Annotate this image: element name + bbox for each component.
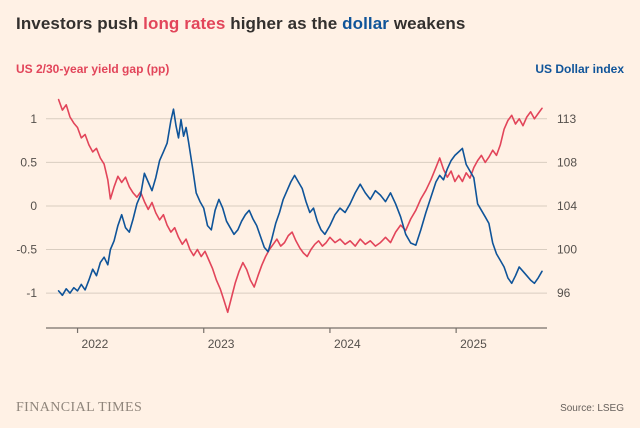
yield-gap-line <box>57 98 543 314</box>
title-text-suffix: weakens <box>389 14 466 33</box>
axis-titles-row: US 2/30-year yield gap (pp) US Dollar in… <box>16 62 624 76</box>
title-text-middle: higher as the <box>225 14 343 33</box>
x-axis-tick-label: 2022 <box>82 337 109 351</box>
right-axis-tick-label: 113 <box>557 112 576 126</box>
ft-logo-text: FINANCIAL TIMES <box>16 400 143 415</box>
left-axis-tick-label: 1 <box>30 112 37 126</box>
x-axis-tick-label: 2024 <box>334 337 361 351</box>
axis-group: -1 96 -0.5 100 0 104 0.5 108 1 113 2022 2023 2024 202… <box>16 112 577 351</box>
left-axis-tick-label: 0 <box>30 199 37 213</box>
left-axis-tick-label: 0.5 <box>20 155 37 169</box>
chart-title: Investors push long rates higher as the … <box>16 12 624 36</box>
chart-area: -1 96 -0.5 100 0 104 0.5 108 1 113 2022 2023 2024 202… <box>0 80 640 363</box>
right-axis-tick-label: 104 <box>557 199 577 213</box>
right-axis-title: US Dollar index <box>535 62 624 76</box>
x-axis-tick-label: 2025 <box>460 337 487 351</box>
left-axis-tick-label: -0.5 <box>16 243 37 257</box>
left-axis-title: US 2/30-year yield gap (pp) <box>16 62 170 76</box>
series-group <box>57 98 543 314</box>
x-axis-tick-label: 2023 <box>208 337 235 351</box>
left-axis-tick-label: -1 <box>26 286 37 300</box>
right-axis-tick-label: 100 <box>557 243 577 257</box>
right-axis-tick-label: 96 <box>557 286 571 300</box>
title-highlight-long-rates: long rates <box>143 14 226 33</box>
title-highlight-dollar: dollar <box>342 14 390 33</box>
footer: FINANCIAL TIMES Source: LSEG <box>16 400 624 416</box>
source-label: Source: LSEG <box>560 403 624 414</box>
title-text-prefix: Investors push <box>16 14 144 33</box>
dollar-index-line <box>57 108 543 297</box>
gridlines-group <box>46 118 547 294</box>
right-axis-tick-label: 108 <box>557 155 577 169</box>
chart-svg: -1 96 -0.5 100 0 104 0.5 108 1 113 2022 2023 2024 202… <box>16 98 577 351</box>
